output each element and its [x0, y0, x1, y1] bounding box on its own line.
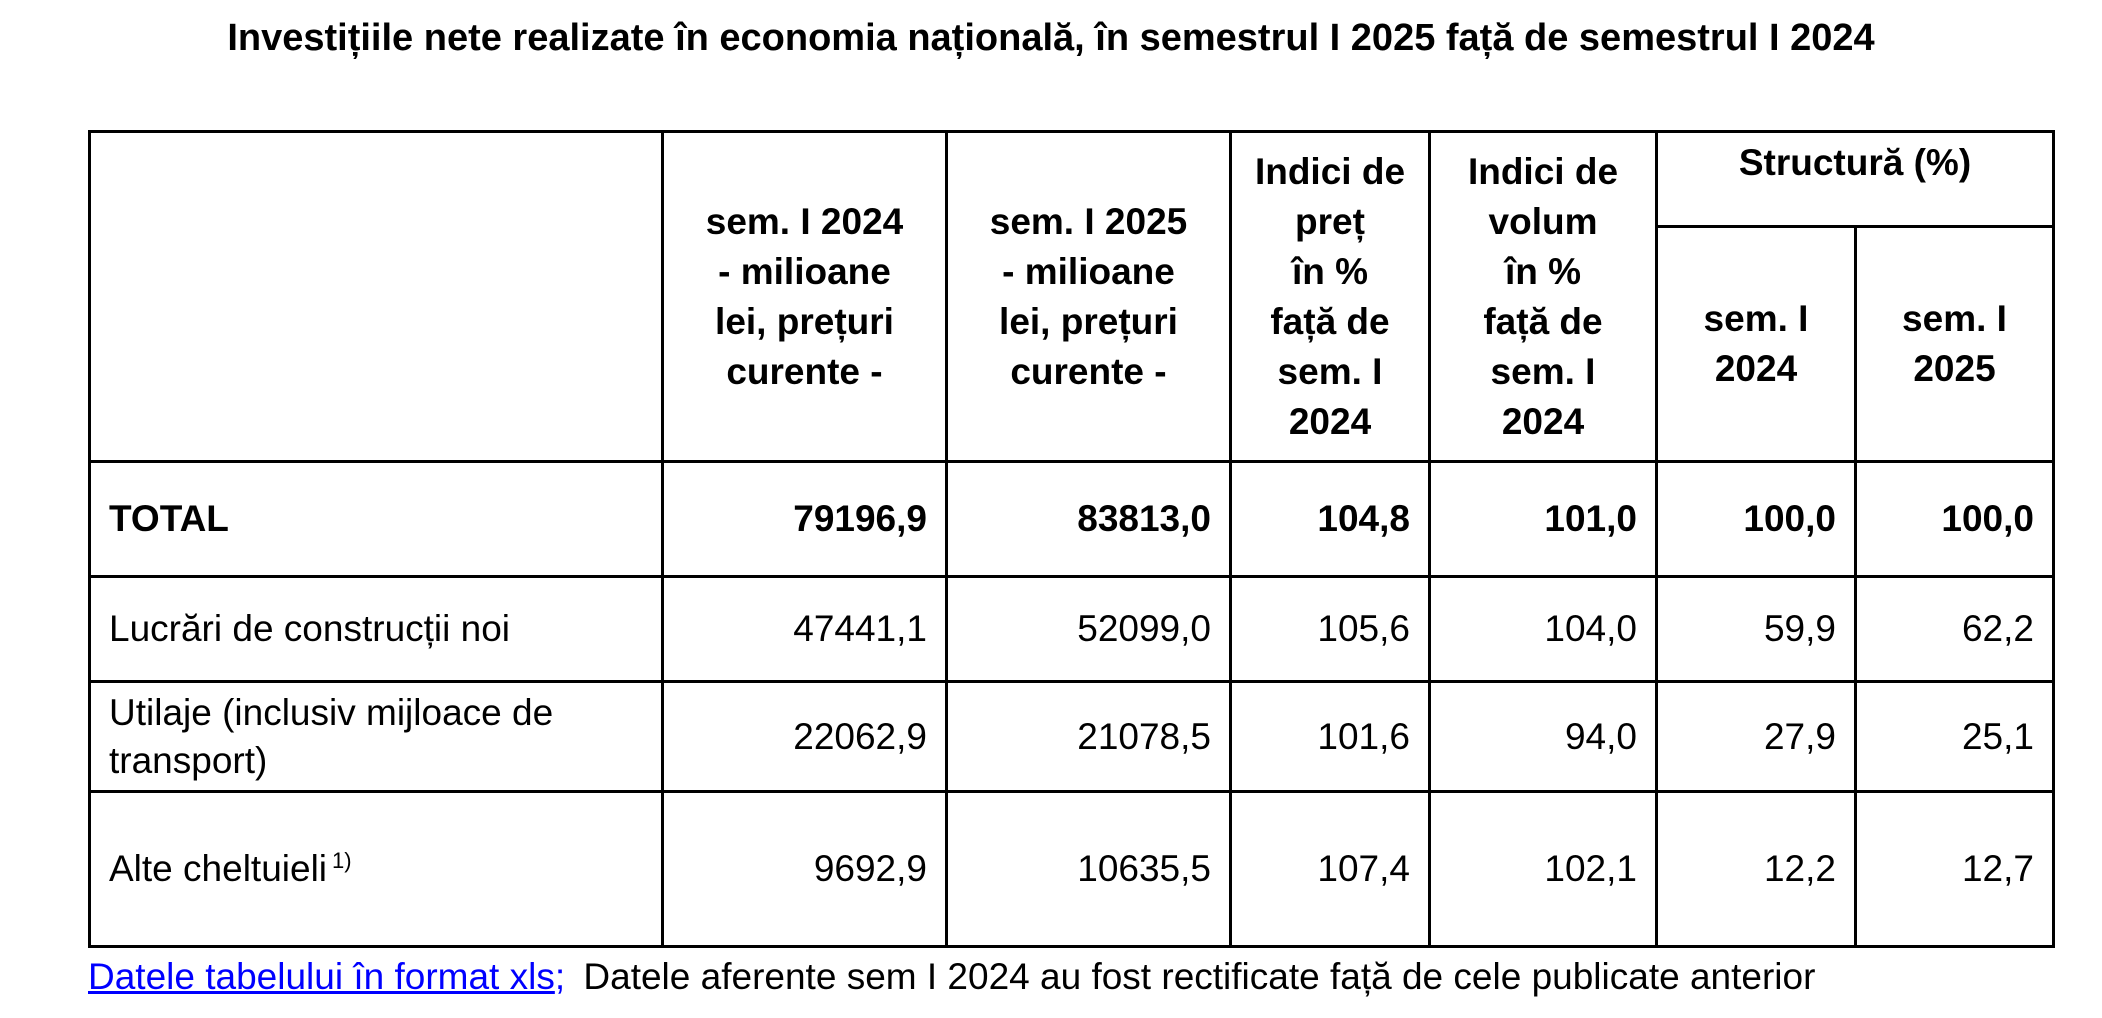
- row-label-text: Lucrări de construcții noi: [109, 608, 511, 649]
- cell-price-index: 104,8: [1229, 460, 1431, 578]
- row-label-text: Alte cheltuieli: [109, 848, 328, 889]
- footer: Datele tabelului în format xls; Datele a…: [88, 952, 2088, 1002]
- page-title: Investițiile nete realizate în economia …: [227, 17, 1875, 59]
- cell-sem-2025: 83813,0: [945, 460, 1232, 578]
- row-label-footnote: 1): [332, 847, 352, 873]
- col-header-volume-index: Indici de volum în % față de sem. I 2024: [1428, 130, 1658, 463]
- cell-sem-2024: 9692,9: [661, 790, 948, 948]
- cell-volume-index: 94,0: [1428, 680, 1658, 793]
- table-header-row: sem. I 2024 - milioane lei, prețuri cure…: [88, 130, 2055, 463]
- row-label: TOTAL: [88, 460, 664, 578]
- cell-sem-2024: 79196,9: [661, 460, 948, 578]
- link-suffix: ;: [554, 956, 566, 997]
- table-row: Alte cheltuieli 1) 9692,9 10635,5 107,4 1…: [88, 790, 2055, 948]
- row-label: Alte cheltuieli 1): [88, 790, 664, 948]
- cell-volume-index: 101,0: [1428, 460, 1658, 578]
- cell-structure-2024: 27,9: [1655, 680, 1857, 793]
- investments-table: sem. I 2024 - milioane lei, prețuri cure…: [88, 130, 2055, 948]
- col-header-structure-2024: sem. I 2024: [1655, 225, 1857, 463]
- cell-structure-2025: 25,1: [1854, 680, 2055, 793]
- col-header-sem-2024: sem. I 2024 - milioane lei, prețuri cure…: [661, 130, 948, 463]
- row-label: Utilaje (inclusiv mijloace de transport): [88, 680, 664, 793]
- col-header-empty: [88, 130, 664, 463]
- cell-structure-2025: 100,0: [1854, 460, 2055, 578]
- cell-sem-2024: 22062,9: [661, 680, 948, 793]
- col-header-price-index: Indici de preț în % față de sem. I 2024: [1229, 130, 1431, 463]
- cell-sem-2025: 52099,0: [945, 575, 1232, 683]
- col-header-structure: Structură (%): [1655, 130, 2055, 228]
- row-label-text: Utilaje (inclusiv mijloace de transport): [109, 691, 554, 781]
- row-label-text: TOTAL: [109, 498, 229, 539]
- cell-structure-2025: 62,2: [1854, 575, 2055, 683]
- cell-volume-index: 104,0: [1428, 575, 1658, 683]
- cell-volume-index: 102,1: [1428, 790, 1658, 948]
- cell-price-index: 107,4: [1229, 790, 1431, 948]
- table-row: Lucrări de construcții noi 47441,1 52099…: [88, 575, 2055, 683]
- cell-sem-2024: 47441,1: [661, 575, 948, 683]
- cell-structure-2024: 12,2: [1655, 790, 1857, 948]
- row-label: Lucrări de construcții noi: [88, 575, 664, 683]
- col-header-sem-2025: sem. I 2025 - milioane lei, prețuri cure…: [945, 130, 1232, 463]
- cell-sem-2025: 10635,5: [945, 790, 1232, 948]
- cell-structure-2025: 12,7: [1854, 790, 2055, 948]
- table-row-total: TOTAL 79196,9 83813,0 104,8 101,0 100,0 …: [88, 460, 2055, 578]
- table-subheader-row: sem. I 2024 sem. I 2025: [90, 225, 2055, 463]
- table-row: Utilaje (inclusiv mijloace de transport)…: [88, 680, 2055, 793]
- cell-sem-2025: 21078,5: [945, 680, 1232, 793]
- cell-price-index: 101,6: [1229, 680, 1431, 793]
- cell-price-index: 105,6: [1229, 575, 1431, 683]
- xls-download-link[interactable]: Datele tabelului în format xls: [88, 956, 555, 997]
- col-header-structure-2025: sem. I 2025: [1854, 225, 2055, 463]
- footer-note: Datele aferente sem I 2024 au fost recti…: [583, 956, 1816, 997]
- cell-structure-2024: 59,9: [1655, 575, 1857, 683]
- cell-structure-2024: 100,0: [1655, 460, 1857, 578]
